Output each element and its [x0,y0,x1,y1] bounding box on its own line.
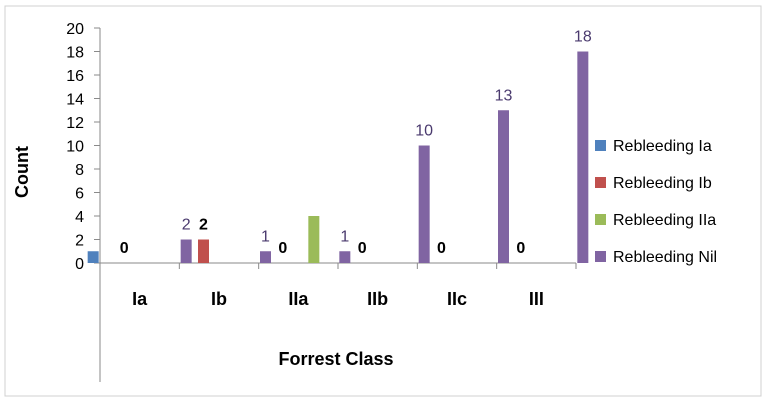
x-category-label: Ia [132,289,148,309]
data-label: 0 [120,240,129,257]
data-label: 0 [278,240,287,257]
y-tick-label: 10 [66,139,84,156]
y-tick-label: 2 [75,233,84,250]
y-tick-label: 12 [66,115,84,132]
chart-area-background [4,5,762,397]
legend-swatch [595,140,606,151]
x-axis: Ia Ib IIa IIb IIc III [99,262,577,309]
x-category-label: IIb [367,289,388,309]
bar [308,216,320,263]
y-tick-label: 16 [66,68,84,85]
bar [339,251,351,263]
legend: Rebleeding Ia Rebleeding Ib Rebleeding IIa… [595,138,717,266]
legend-swatch [595,251,606,262]
y-axis: 0 2 4 6 8 10 12 14 16 18 20 [66,21,101,382]
legend-swatch [595,177,606,188]
data-label: 13 [495,87,513,104]
legend-entry: Rebleeding IIa [613,212,716,229]
y-tick-label: 14 [66,92,84,109]
bar [498,110,509,263]
data-label: 10 [415,123,433,140]
legend-entry: Rebleeding Ib [613,175,712,192]
data-label: 2 [199,217,208,234]
x-axis-title: Forrest Class [278,349,393,369]
bar [418,145,430,263]
legend-entry: Rebleeding Nil [613,249,717,266]
y-tick-label: 20 [66,21,84,38]
y-tick-label: 8 [75,162,84,179]
bars [87,51,589,263]
x-category-label: III [529,289,544,309]
x-category-label: Ib [211,289,227,309]
y-tick-label: 6 [75,186,84,203]
bar [180,239,192,263]
data-label: 1 [261,228,270,245]
bar [87,251,99,263]
data-label: 2 [182,217,191,234]
data-label: 18 [574,29,592,46]
data-label: 0 [516,240,525,257]
y-tick-label: 4 [75,209,84,226]
data-label: 0 [358,240,367,257]
bar [577,51,589,263]
x-category-label: IIa [288,289,309,309]
legend-entry: Rebleeding Ia [613,138,712,155]
legend-swatch [595,214,606,225]
x-category-label: IIc [447,289,467,309]
y-tick-label: 0 [75,256,84,273]
y-tick-label: 18 [66,45,84,62]
bar [198,239,209,263]
y-axis-title: Count [12,146,32,198]
bar [260,251,271,263]
data-label: 0 [437,240,446,257]
data-label: 1 [340,228,349,245]
